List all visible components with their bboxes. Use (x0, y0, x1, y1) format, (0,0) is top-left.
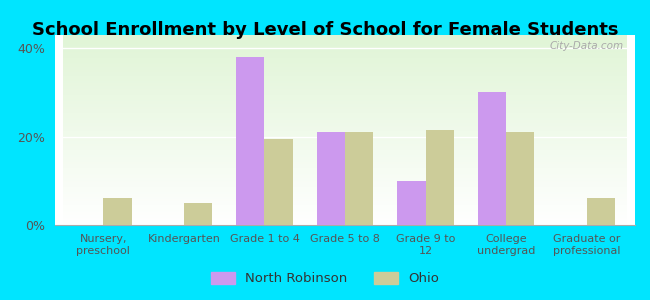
Bar (265, 139, 292, 225)
Bar (317, 132, 345, 225)
Bar (236, 57, 265, 225)
Bar (426, 130, 454, 225)
Bar (184, 203, 212, 225)
Bar (103, 199, 131, 225)
Legend: North Robinson, Ohio: North Robinson, Ohio (205, 266, 445, 290)
Bar (478, 92, 506, 225)
Bar (587, 199, 615, 225)
Text: City-Data.com: City-Data.com (549, 41, 623, 51)
Bar (506, 132, 534, 225)
Bar (397, 181, 426, 225)
Bar (345, 132, 373, 225)
Text: School Enrollment by Level of School for Female Students: School Enrollment by Level of School for… (32, 21, 618, 39)
